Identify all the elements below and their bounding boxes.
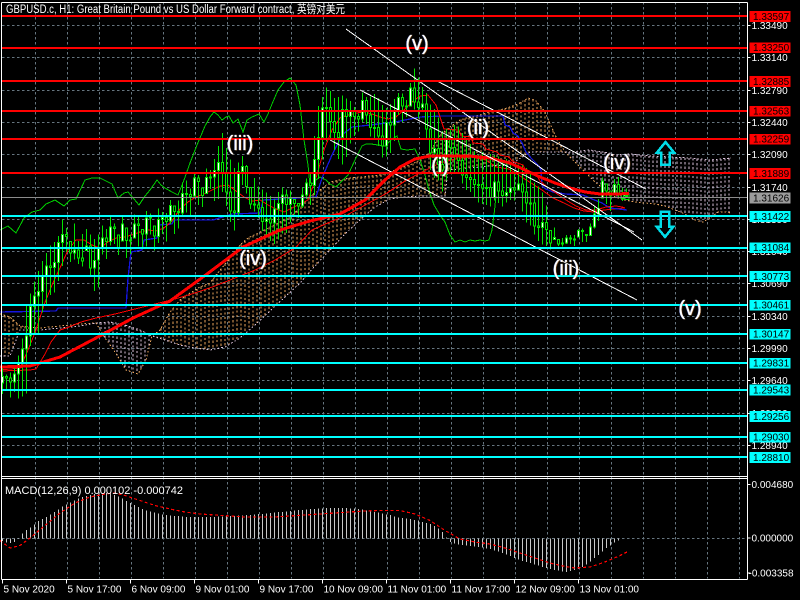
- svg-text:(iii): (iii): [227, 134, 254, 156]
- svg-text:(iv): (iv): [604, 153, 632, 175]
- svg-text:-0.003358: -0.003358: [749, 568, 794, 579]
- svg-text:5 Nov 2020: 5 Nov 2020: [4, 585, 56, 596]
- svg-text:9 Nov 17:00: 9 Nov 17:00: [260, 585, 314, 596]
- svg-text:1.32563: 1.32563: [753, 107, 790, 118]
- svg-text:1.31889: 1.31889: [753, 169, 790, 180]
- svg-text:1.28810: 1.28810: [753, 453, 790, 464]
- svg-text:1.29831: 1.29831: [753, 359, 790, 370]
- svg-text:(iv): (iv): [238, 248, 266, 270]
- svg-text:(iii): (iii): [552, 258, 579, 280]
- svg-text:1.29256: 1.29256: [753, 412, 790, 423]
- svg-text:(v): (v): [678, 298, 701, 320]
- svg-text:(iv): (iv): [603, 152, 631, 174]
- svg-text:(v): (v): [678, 298, 701, 320]
- svg-text:(v): (v): [406, 34, 429, 56]
- svg-text:10 Nov 09:00: 10 Nov 09:00: [324, 585, 384, 596]
- svg-text:GBPUSD.c, H1: Great Britain P: GBPUSD.c, H1: Great Britain Pound vs US …: [6, 2, 345, 16]
- svg-text:(ii): (ii): [466, 117, 488, 139]
- svg-text:1.29030: 1.29030: [753, 433, 790, 444]
- svg-text:1.31422: 1.31422: [753, 212, 790, 223]
- svg-text:1.31626: 1.31626: [753, 193, 790, 204]
- svg-text:0.004680: 0.004680: [752, 480, 794, 491]
- svg-text:1.33250: 1.33250: [753, 43, 790, 54]
- svg-text:(i): (i): [430, 155, 448, 177]
- svg-text:5 Nov 17:00: 5 Nov 17:00: [68, 585, 122, 596]
- svg-text:1.32259: 1.32259: [753, 135, 790, 146]
- svg-text:9 Nov 01:00: 9 Nov 01:00: [196, 585, 250, 596]
- svg-text:(v): (v): [405, 33, 428, 55]
- svg-text:(ii): (ii): [468, 118, 490, 140]
- svg-text:1.32885: 1.32885: [753, 77, 790, 88]
- svg-text:1.32790: 1.32790: [752, 86, 789, 97]
- svg-text:1.32440: 1.32440: [752, 118, 789, 129]
- svg-text:1.33490: 1.33490: [752, 21, 789, 32]
- svg-text:(i): (i): [431, 155, 449, 177]
- svg-text:(ii): (ii): [467, 117, 489, 139]
- svg-text:(iii): (iii): [553, 259, 580, 281]
- svg-text:1.29990: 1.29990: [752, 344, 789, 355]
- svg-text:1.30340: 1.30340: [752, 312, 789, 323]
- svg-text:(v): (v): [405, 33, 428, 55]
- svg-text:12 Nov 09:00: 12 Nov 09:00: [516, 585, 576, 596]
- svg-text:1.31084: 1.31084: [753, 243, 790, 254]
- svg-text:(iii): (iii): [553, 258, 580, 280]
- svg-text:11 Nov 01:00: 11 Nov 01:00: [388, 585, 447, 596]
- svg-text:1.32090: 1.32090: [752, 150, 789, 161]
- svg-text:1.30461: 1.30461: [753, 301, 790, 312]
- svg-text:1.33140: 1.33140: [752, 53, 789, 64]
- svg-text:1.29543: 1.29543: [753, 385, 790, 396]
- svg-text:MACD(12,26,9) 0.000102 -0.0007: MACD(12,26,9) 0.000102 -0.000742: [5, 485, 183, 497]
- svg-text:(iv): (iv): [240, 249, 268, 271]
- svg-text:1.30690: 1.30690: [752, 279, 789, 290]
- svg-text:(iv): (iv): [239, 248, 267, 270]
- svg-text:(iii): (iii): [226, 133, 253, 155]
- svg-text:(i): (i): [432, 156, 450, 178]
- svg-text:11 Nov 17:00: 11 Nov 17:00: [452, 585, 511, 596]
- svg-text:(iv): (iv): [602, 152, 630, 174]
- svg-text:1.30773: 1.30773: [753, 272, 790, 283]
- svg-text:(v): (v): [679, 299, 702, 321]
- svg-text:(iii): (iii): [227, 133, 254, 155]
- svg-text:1.28940: 1.28940: [752, 441, 789, 452]
- svg-text:1.33597: 1.33597: [753, 12, 790, 23]
- svg-text:0.000000: 0.000000: [752, 533, 794, 544]
- svg-text:1.29640: 1.29640: [752, 376, 789, 387]
- svg-text:13 Nov 01:00: 13 Nov 01:00: [580, 585, 640, 596]
- svg-text:6 Nov 09:00: 6 Nov 09:00: [132, 585, 186, 596]
- svg-text:1.30147: 1.30147: [753, 330, 790, 341]
- svg-text:1.31740: 1.31740: [752, 183, 789, 194]
